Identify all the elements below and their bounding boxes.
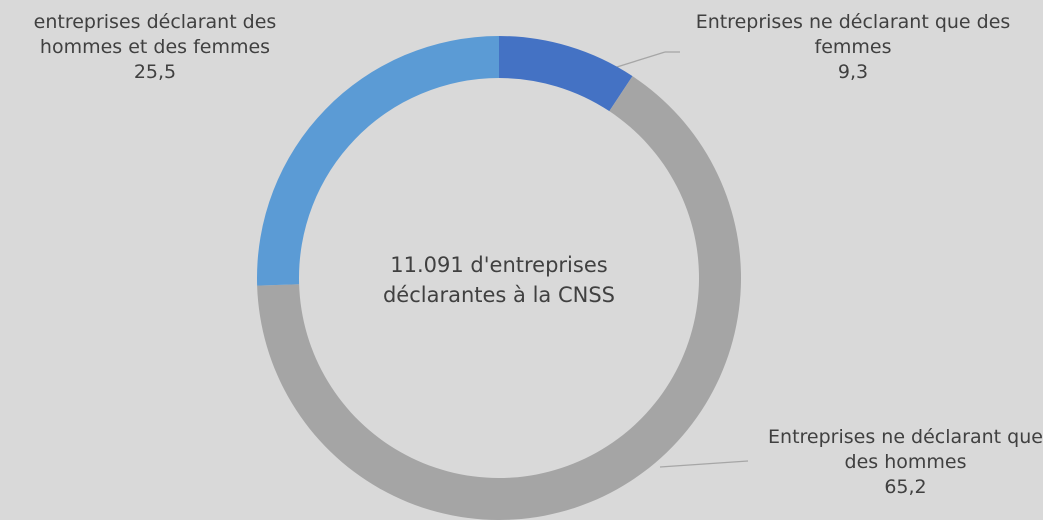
center-label: 11.091 d'entreprises déclarantes à la CN… <box>382 253 616 307</box>
value-label: 25,5 <box>133 61 177 83</box>
slice-label: entreprises déclarant des hommes et des … <box>0 10 310 85</box>
leader-line <box>659 460 749 468</box>
category-label: Entreprises ne déclarant que des femmes <box>695 11 1017 58</box>
slice-label: Entreprises ne déclarant que des femmes 9… <box>683 10 1023 85</box>
donut-slice <box>257 36 499 286</box>
slice-label: Entreprises ne déclarant que des hommes 6… <box>768 425 1043 500</box>
value-label: 9,3 <box>837 61 869 83</box>
donut-slice <box>499 36 633 112</box>
category-label: entreprises déclarant des hommes et des … <box>33 11 283 58</box>
value-label: 65,2 <box>884 476 927 498</box>
category-label: Entreprises ne déclarant que des hommes <box>768 426 1043 473</box>
